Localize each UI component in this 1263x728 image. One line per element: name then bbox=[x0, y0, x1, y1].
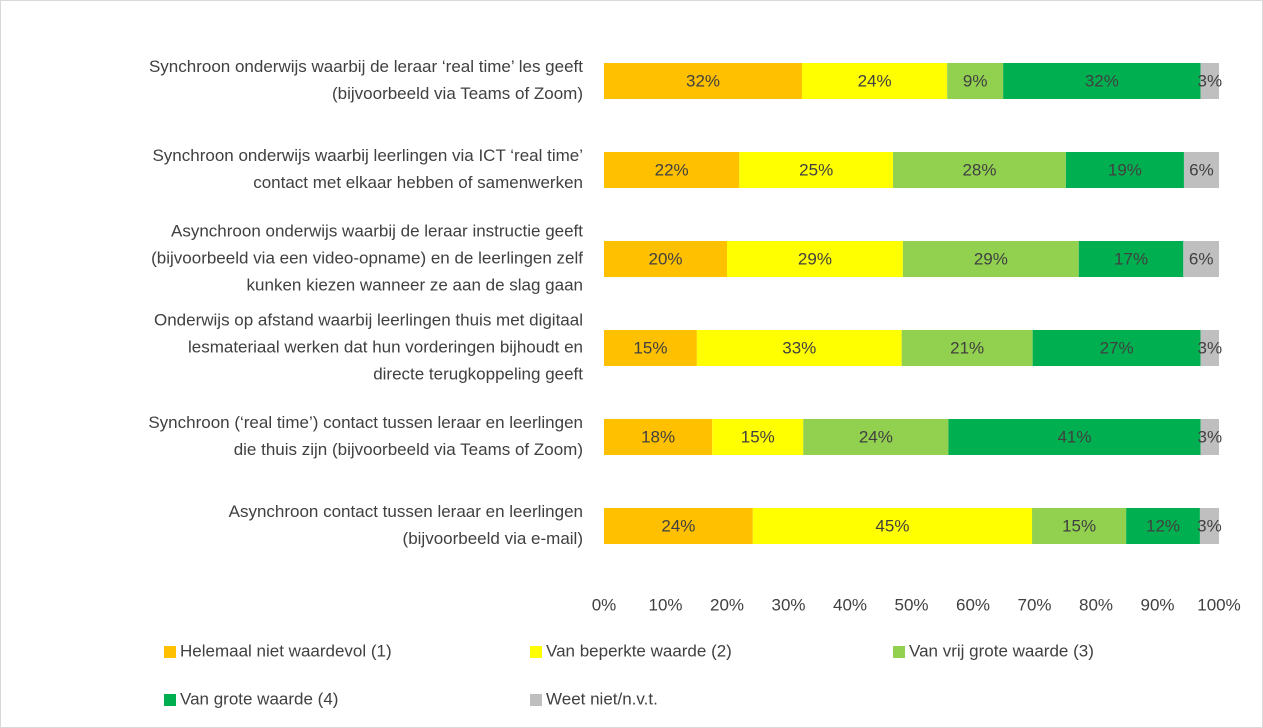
x-tick-label: 50% bbox=[894, 595, 928, 614]
data-label: 29% bbox=[798, 249, 832, 268]
bar-segment bbox=[802, 63, 948, 99]
bar-segment bbox=[712, 419, 804, 455]
x-tick-label: 40% bbox=[833, 595, 867, 614]
legend-swatch bbox=[164, 694, 176, 706]
legend-swatch bbox=[164, 646, 176, 658]
legend-swatch bbox=[530, 646, 542, 658]
bar-segment bbox=[604, 508, 753, 544]
data-label: 18% bbox=[641, 427, 675, 446]
category-label: Synchroon onderwijs waarbij leerlingen v… bbox=[152, 146, 583, 165]
bar-segment bbox=[752, 508, 1033, 544]
data-label: 28% bbox=[962, 160, 996, 179]
bar-segment bbox=[901, 330, 1033, 366]
bar-segment bbox=[604, 330, 697, 366]
data-label: 32% bbox=[686, 71, 720, 90]
data-label: 15% bbox=[633, 338, 667, 357]
bar-segment bbox=[604, 419, 713, 455]
data-label: 22% bbox=[655, 160, 689, 179]
x-tick-label: 90% bbox=[1140, 595, 1174, 614]
legend-label: Helemaal niet waardevol (1) bbox=[180, 641, 392, 660]
category-label: lesmateriaal werken dat hun vorderingen … bbox=[188, 337, 583, 356]
data-label: 6% bbox=[1189, 160, 1214, 179]
x-tick-label: 70% bbox=[1017, 595, 1051, 614]
legend-swatch bbox=[893, 646, 905, 658]
data-label: 15% bbox=[741, 427, 775, 446]
data-label: 32% bbox=[1085, 71, 1119, 90]
bar-segment bbox=[902, 241, 1079, 277]
data-label: 17% bbox=[1114, 249, 1148, 268]
category-label: contact met elkaar hebben of samenwerken bbox=[253, 173, 583, 192]
x-tick-label: 80% bbox=[1079, 595, 1113, 614]
data-label: 41% bbox=[1057, 427, 1091, 446]
bar-segment bbox=[739, 152, 894, 188]
data-label: 20% bbox=[648, 249, 682, 268]
category-label: Synchroon onderwijs waarbij de leraar ‘r… bbox=[149, 57, 583, 76]
bar-segment bbox=[1183, 152, 1219, 188]
data-label: 3% bbox=[1197, 71, 1222, 90]
data-label: 3% bbox=[1197, 516, 1222, 535]
bar-segment bbox=[948, 419, 1201, 455]
bar-segment bbox=[1032, 330, 1201, 366]
bar-segment bbox=[1065, 152, 1184, 188]
bar-segment bbox=[696, 330, 902, 366]
category-label: kunken kiezen wanneer ze aan de slag gaa… bbox=[247, 275, 583, 294]
bar-segment bbox=[1200, 63, 1219, 99]
category-label: (bijvoorbeeld via een video-opname) en d… bbox=[151, 248, 583, 267]
data-label: 29% bbox=[974, 249, 1008, 268]
category-label: Onderwijs op afstand waarbij leerlingen … bbox=[154, 310, 583, 329]
data-label: 24% bbox=[859, 427, 893, 446]
x-tick-label: 0% bbox=[592, 595, 617, 614]
bar-segment bbox=[604, 152, 740, 188]
bar-segment bbox=[604, 63, 803, 99]
legend-label: Van grote waarde (4) bbox=[180, 689, 338, 708]
legend-label: Van vrij grote waarde (3) bbox=[909, 641, 1094, 660]
bar-segment bbox=[1032, 508, 1127, 544]
data-label: 12% bbox=[1146, 516, 1180, 535]
bar-segment bbox=[803, 419, 949, 455]
bar-segment bbox=[1126, 508, 1200, 544]
data-label: 24% bbox=[661, 516, 695, 535]
data-label: 21% bbox=[950, 338, 984, 357]
data-label: 25% bbox=[799, 160, 833, 179]
data-label: 19% bbox=[1108, 160, 1142, 179]
bar-segment bbox=[947, 63, 1004, 99]
category-label: directe terugkoppeling geeft bbox=[373, 364, 583, 383]
x-tick-label: 100% bbox=[1197, 595, 1240, 614]
bar-segment bbox=[893, 152, 1066, 188]
data-label: 6% bbox=[1189, 249, 1214, 268]
data-label: 33% bbox=[782, 338, 816, 357]
legend-label: Van beperkte waarde (2) bbox=[546, 641, 732, 660]
bar-segment bbox=[1200, 419, 1219, 455]
data-label: 24% bbox=[858, 71, 892, 90]
data-label: 3% bbox=[1197, 338, 1222, 357]
category-label: (bijvoorbeeld via e-mail) bbox=[403, 529, 583, 548]
legend-swatch bbox=[530, 694, 542, 706]
category-label: die thuis zijn (bijvoorbeeld via Teams o… bbox=[234, 440, 583, 459]
bar-segment bbox=[1200, 330, 1219, 366]
bar-segment bbox=[1078, 241, 1184, 277]
x-tick-label: 60% bbox=[956, 595, 990, 614]
category-label: Asynchroon onderwijs waarbij de leraar i… bbox=[171, 221, 583, 240]
data-label: 3% bbox=[1197, 427, 1222, 446]
data-label: 45% bbox=[875, 516, 909, 535]
bar-segment bbox=[1199, 508, 1219, 544]
data-label: 9% bbox=[963, 71, 988, 90]
x-tick-label: 20% bbox=[710, 595, 744, 614]
data-label: 27% bbox=[1100, 338, 1134, 357]
category-label: Asynchroon contact tussen leraar en leer… bbox=[229, 502, 583, 521]
x-tick-label: 10% bbox=[648, 595, 682, 614]
legend-label: Weet niet/n.v.t. bbox=[546, 689, 658, 708]
data-label: 15% bbox=[1062, 516, 1096, 535]
category-label: Synchroon (‘real time’) contact tussen l… bbox=[148, 413, 583, 432]
bar-segment bbox=[1003, 63, 1201, 99]
bar-segment bbox=[1183, 241, 1219, 277]
bar-segment bbox=[727, 241, 903, 277]
category-label: (bijvoorbeeld via Teams of Zoom) bbox=[332, 84, 583, 103]
x-tick-label: 30% bbox=[771, 595, 805, 614]
bar-segment bbox=[604, 241, 727, 277]
